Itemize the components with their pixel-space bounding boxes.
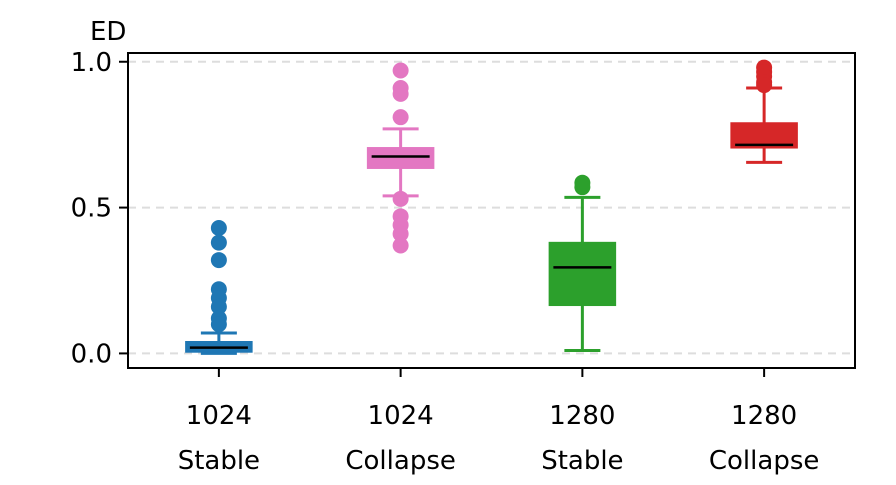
outlier-point [392, 109, 409, 126]
y-tick-label: 0.0 [71, 339, 112, 369]
grid-lines [128, 60, 855, 355]
y-axis-title: ED [90, 17, 126, 47]
outlier-point [210, 234, 227, 251]
outlier-point [210, 220, 227, 236]
y-axis: 0.0 0.5 1.0 [71, 48, 128, 369]
outlier-point [392, 190, 409, 207]
boxes-layer [185, 59, 798, 355]
x-tick-label-line2: Collapse [345, 446, 456, 476]
box [366, 147, 435, 169]
x-tick-label-line2: Stable [178, 446, 260, 476]
x-tick-label-line1: 1024 [186, 401, 252, 431]
outlier-point [392, 237, 409, 254]
outlier-point [756, 77, 773, 94]
y-tick-label: 0.5 [71, 194, 112, 224]
x-tick-label-line1: 1280 [549, 401, 615, 431]
x-tick-label-line2: Collapse [709, 446, 820, 476]
outlier-point [210, 298, 227, 315]
plot-frame [127, 52, 856, 369]
box [548, 241, 617, 307]
outlier-point [392, 225, 409, 242]
outlier-point [574, 179, 591, 196]
x-tick-label-line1: 1024 [368, 401, 434, 431]
outlier-point [210, 316, 227, 333]
x-tick-label-line2: Stable [541, 446, 623, 476]
box-group [366, 62, 435, 254]
box-group [730, 59, 798, 164]
outlier-point [392, 85, 409, 102]
y-tick-label: 1.0 [71, 48, 112, 78]
box-group [185, 220, 253, 355]
x-tick-label-line1: 1280 [731, 401, 797, 431]
outlier-point [210, 252, 227, 269]
box-group [548, 174, 617, 352]
x-axis: 1024 Stable 1024 Collapse 1280 Stable 1280 Coll… [178, 368, 820, 476]
outlier-point [392, 62, 409, 79]
